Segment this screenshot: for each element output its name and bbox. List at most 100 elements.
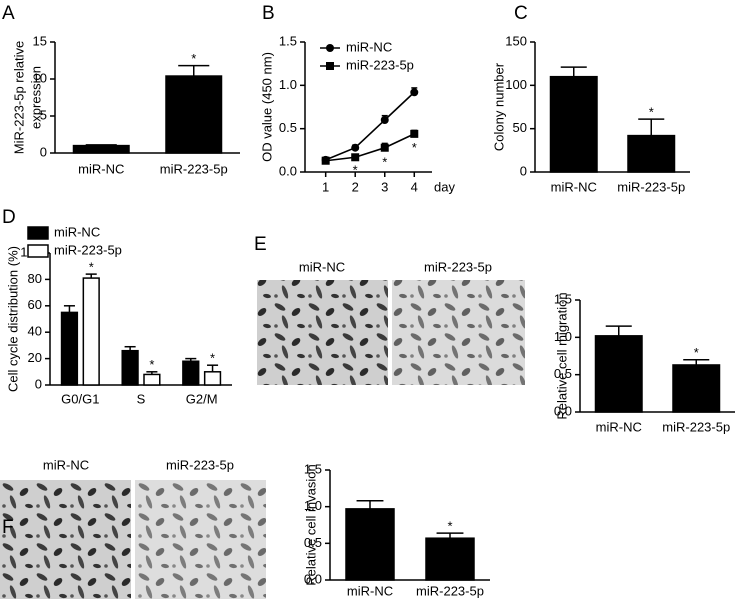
bar xyxy=(345,508,395,581)
y-axis-label: Cell cycle distribution (%) xyxy=(5,246,20,392)
marker xyxy=(380,143,389,152)
x-tick-label: 1 xyxy=(322,179,329,194)
bar xyxy=(60,311,79,386)
panel-label: B xyxy=(262,3,275,24)
legend-label: miR-223-5p xyxy=(54,242,122,257)
marker xyxy=(351,153,360,162)
y-tick-label: 0.0 xyxy=(554,403,572,418)
legend-label: miR-NC xyxy=(346,39,392,54)
y-tick-label: 1.0 xyxy=(304,498,322,513)
marker xyxy=(410,129,419,138)
y-axis-label: Relative cell invasion xyxy=(303,464,318,585)
x-tick-label: 3 xyxy=(381,179,388,194)
marker xyxy=(326,62,334,70)
y-axis-label: OD value (450 nm) xyxy=(259,52,274,162)
marker xyxy=(321,156,330,165)
x-tick-label: miR-223-5p xyxy=(160,161,228,176)
y-axis-label: Relative cell migration xyxy=(554,292,569,419)
bar xyxy=(165,75,223,154)
x-tick-label: miR-NC xyxy=(78,161,124,176)
marker xyxy=(380,116,389,124)
bar xyxy=(203,371,222,386)
x-tick-label: 2 xyxy=(352,179,359,194)
y-tick-label: 0 xyxy=(40,144,47,159)
significance-mark: * xyxy=(447,519,452,534)
significance-mark: * xyxy=(382,155,387,170)
x-tick-label: miR-223-5p xyxy=(416,583,484,598)
y-axis-label: expression xyxy=(28,66,43,129)
bar xyxy=(425,537,475,581)
micrograph xyxy=(135,480,266,599)
y-tick-label: 1.5 xyxy=(279,33,297,48)
significance-mark: * xyxy=(149,357,154,372)
y-tick-label: 1.5 xyxy=(554,291,572,306)
y-tick-label: 0.0 xyxy=(304,571,322,586)
panel-label: F xyxy=(2,517,14,538)
micrograph xyxy=(392,280,525,385)
significance-mark: * xyxy=(412,140,417,155)
y-tick-label: 150 xyxy=(505,33,527,48)
y-tick-label: 5 xyxy=(40,107,47,122)
significance-mark: * xyxy=(210,351,215,366)
bar xyxy=(549,75,598,173)
y-tick-label: 1.0 xyxy=(554,329,572,344)
image-label: miR-223-5p xyxy=(424,259,492,274)
y-tick-label: 0.5 xyxy=(279,120,297,135)
x-tick-label: G2/M xyxy=(186,391,218,406)
marker xyxy=(410,88,419,97)
y-axis-label: MiR-223-5p relative xyxy=(11,41,26,154)
significance-mark: * xyxy=(694,345,699,360)
marker xyxy=(351,143,360,152)
x-tick-label: 4 xyxy=(411,179,418,194)
bar xyxy=(72,144,130,154)
bar xyxy=(594,335,643,413)
legend-label: miR-NC xyxy=(54,224,100,239)
bar xyxy=(121,349,139,386)
micrograph xyxy=(0,480,131,599)
panel-label: E xyxy=(254,234,267,255)
x-tick-label: G0/G1 xyxy=(61,391,99,406)
y-tick-label: 1.0 xyxy=(279,77,297,92)
y-tick-label: 0.5 xyxy=(304,535,322,550)
y-tick-label: 100 xyxy=(505,77,527,92)
panel-label: C xyxy=(514,3,528,24)
legend-label: miR-223-5p xyxy=(346,57,414,72)
x-axis-label: day xyxy=(434,179,455,194)
y-tick-label: 0 xyxy=(35,376,42,391)
x-tick-label: miR-223-5p xyxy=(617,179,685,194)
significance-mark: * xyxy=(89,260,94,275)
bar xyxy=(672,364,721,413)
y-tick-label: 20 xyxy=(28,350,42,365)
x-tick-label: miR-NC xyxy=(551,179,597,194)
x-tick-label: S xyxy=(137,391,146,406)
y-tick-label: 0 xyxy=(520,163,527,178)
x-tick-label: miR-223-5p xyxy=(662,419,730,434)
micrograph xyxy=(257,280,388,385)
line xyxy=(325,91,415,161)
image-label: miR-NC xyxy=(43,457,89,472)
x-tick-label: miR-NC xyxy=(596,419,642,434)
bar xyxy=(82,277,100,386)
y-tick-label: 60 xyxy=(28,297,42,312)
bar xyxy=(627,134,676,173)
significance-mark: * xyxy=(649,105,654,120)
y-tick-label: 0.0 xyxy=(279,163,297,178)
y-tick-label: 10 xyxy=(33,70,47,85)
y-axis-label: Colony number xyxy=(491,62,506,151)
significance-mark: * xyxy=(353,162,358,177)
image-label: miR-NC xyxy=(299,259,345,274)
bar xyxy=(182,360,200,386)
panel-label: D xyxy=(2,207,16,228)
y-tick-label: 1.5 xyxy=(304,461,322,476)
panel-label: A xyxy=(2,3,15,24)
x-tick-label: miR-NC xyxy=(347,583,393,598)
y-tick-label: 0.5 xyxy=(554,366,572,381)
legend-swatch xyxy=(27,226,49,240)
marker xyxy=(326,44,334,52)
bar xyxy=(143,373,161,386)
legend-swatch xyxy=(27,244,49,258)
y-tick-label: 80 xyxy=(28,271,42,286)
significance-mark: * xyxy=(191,51,196,66)
image-label: miR-223-5p xyxy=(166,457,234,472)
